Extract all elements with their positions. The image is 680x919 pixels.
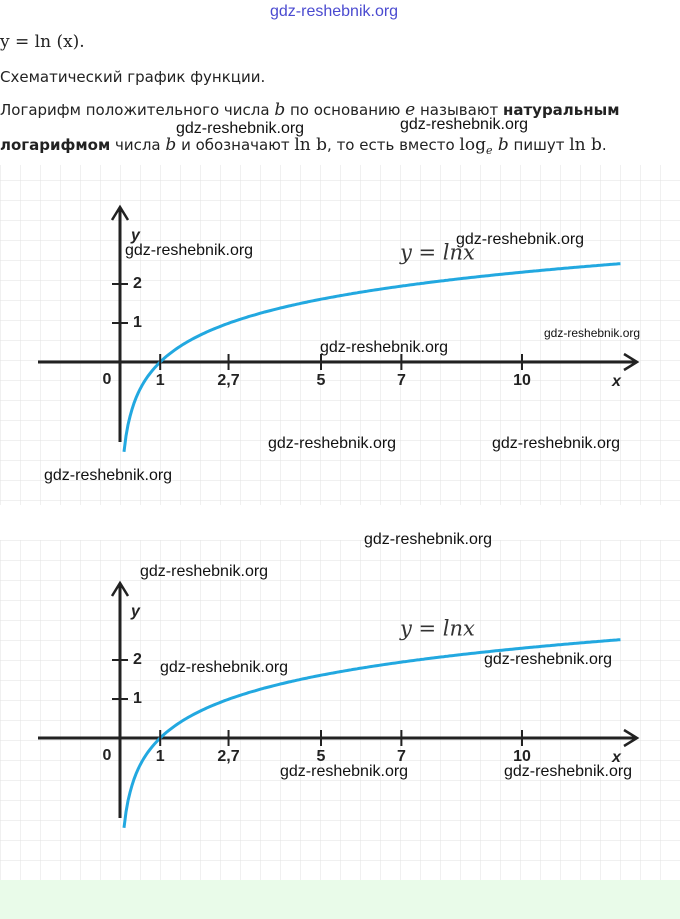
math: log — [459, 135, 486, 155]
watermark: gdz-reshebnik.org — [140, 563, 268, 580]
y-axis-label: y — [130, 603, 141, 620]
math: b — [165, 135, 177, 155]
y-tick-label: 1 — [133, 314, 142, 331]
x-tick-label: 1 — [156, 748, 165, 765]
curve — [122, 262, 621, 452]
x-tick-label: 5 — [317, 372, 326, 389]
x-tick-label: 0 — [103, 371, 112, 388]
x-axis-label: x — [611, 749, 622, 766]
x-arrow — [623, 352, 640, 372]
watermark: gdz-reshebnik.org — [364, 531, 492, 548]
text: называют — [415, 101, 503, 119]
watermark: gdz-reshebnik.org — [544, 326, 640, 340]
y-axis-label: y — [130, 227, 141, 244]
text: . — [601, 136, 607, 154]
curve-label: y = lnx — [399, 617, 475, 641]
watermark: gdz-reshebnik.org — [484, 651, 612, 668]
watermark: gdz-reshebnik.org — [492, 435, 620, 452]
y-arrow — [110, 580, 130, 597]
x-tick-label: 0 — [103, 747, 112, 764]
watermark: gdz-reshebnik.org — [504, 763, 632, 780]
math: ln b — [569, 135, 602, 155]
watermark: gdz-reshebnik.org — [270, 3, 398, 20]
text: , то есть вместо — [327, 136, 460, 154]
math: b — [492, 135, 509, 155]
formula: y = ln (x). — [0, 32, 85, 52]
text: по основанию — [285, 101, 406, 119]
x-tick-label: 7 — [397, 748, 406, 765]
watermark: gdz-reshebnik.org — [456, 231, 584, 248]
paragraph-line: логарифмом числа b и обозначают ln b, то… — [0, 135, 607, 157]
math: b — [274, 100, 286, 120]
x-tick-label: 10 — [513, 372, 531, 389]
x-tick-label: 7 — [397, 372, 406, 389]
text: числа — [110, 136, 166, 154]
math: e — [405, 100, 416, 120]
caption: Схематический график функции. — [0, 68, 266, 86]
footer-strip — [0, 880, 680, 919]
bold-text: логарифмом — [0, 136, 111, 154]
text: пишут — [508, 136, 570, 154]
text: Логарифм положительного числа — [0, 101, 275, 119]
x-axis-label: x — [611, 373, 622, 390]
watermark: gdz-reshebnik.org — [280, 763, 408, 780]
y-arrow — [110, 204, 130, 221]
math: ln b — [294, 135, 328, 155]
watermark: gdz-reshebnik.org — [125, 242, 253, 259]
math: e — [485, 144, 493, 157]
x-tick-label: 1 — [156, 372, 165, 389]
watermark: gdz-reshebnik.org — [176, 120, 304, 137]
watermark: gdz-reshebnik.org — [400, 116, 528, 133]
watermark: gdz-reshebnik.org — [44, 467, 172, 484]
curve-label: y = lnx — [399, 241, 475, 265]
bold-text: натуральным — [502, 101, 620, 119]
y-tick-label: 2 — [133, 651, 142, 668]
watermark: gdz-reshebnik.org — [160, 659, 288, 676]
x-arrow — [623, 728, 640, 748]
x-tick-label: 2,7 — [217, 748, 239, 765]
grid-background — [0, 165, 680, 505]
watermark: gdz-reshebnik.org — [268, 435, 396, 452]
watermark: gdz-reshebnik.org — [320, 339, 448, 356]
grid-background — [0, 540, 680, 880]
y-tick-label: 1 — [133, 690, 142, 707]
x-tick-label: 10 — [513, 748, 531, 765]
paragraph-line: Логарифм положительного числа b по основ… — [0, 100, 619, 120]
y-tick-label: 2 — [133, 275, 142, 292]
curve — [122, 638, 621, 828]
x-tick-label: 2,7 — [217, 372, 239, 389]
x-tick-label: 5 — [317, 748, 326, 765]
text: и обозначают — [176, 136, 295, 154]
